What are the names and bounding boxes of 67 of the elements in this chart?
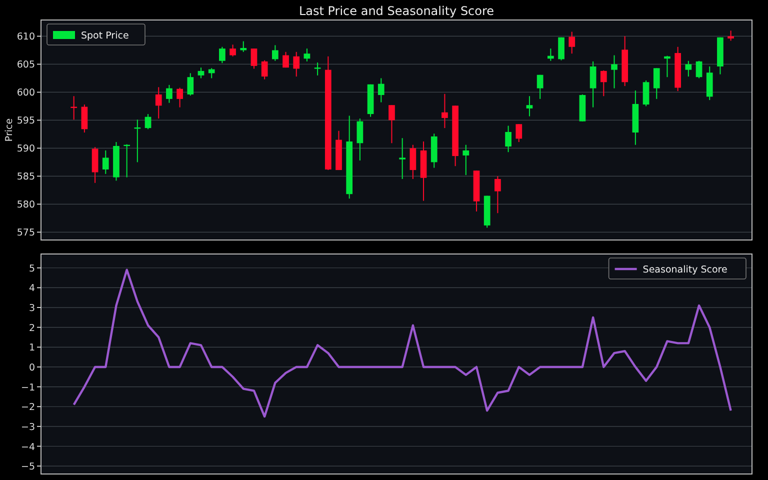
y-tick-label: −4 — [20, 442, 35, 453]
y-tick-label: −3 — [20, 422, 35, 433]
y-tick-label: 1 — [28, 342, 35, 354]
candlestick — [282, 51, 289, 68]
candlestick — [536, 74, 544, 100]
y-tick-label: 585 — [16, 172, 35, 183]
candlestick — [102, 150, 109, 174]
candlestick — [558, 36, 564, 61]
candlestick — [240, 40, 247, 52]
candlestick — [250, 48, 258, 70]
y-tick-label: 595 — [16, 116, 35, 127]
y-tick-label: 4 — [28, 283, 35, 294]
chart-title: Last Price and Seasonality Score — [298, 4, 494, 18]
candlestick — [547, 48, 554, 62]
candlestick — [304, 48, 310, 62]
candlestick — [442, 93, 448, 129]
candlestick — [155, 86, 162, 120]
y-axis-title: Price — [4, 118, 15, 142]
candlestick — [696, 60, 702, 79]
candlestick — [728, 30, 734, 42]
y-tick-label: 580 — [16, 200, 35, 211]
candlestick — [176, 87, 183, 108]
legend-label: Spot Price — [81, 30, 129, 42]
candlestick — [81, 104, 88, 134]
y-tick-label: 590 — [16, 144, 35, 155]
y-tick-label: 5 — [28, 263, 35, 274]
y-tick-label: 0 — [28, 362, 35, 374]
candlestick — [611, 54, 618, 89]
y-tick-label: 600 — [16, 88, 35, 99]
candlestick — [590, 60, 596, 108]
candlestick — [600, 70, 607, 97]
candlestick — [198, 67, 204, 79]
y-tick-label: 605 — [16, 60, 35, 71]
candlestick — [399, 138, 406, 180]
candlestick — [219, 46, 226, 64]
candlestick — [516, 124, 522, 143]
y-tick-label: −5 — [20, 462, 35, 473]
y-tick-label: 3 — [28, 303, 35, 314]
candlestick — [462, 144, 470, 176]
candlestick — [92, 146, 98, 184]
candlestick — [144, 114, 152, 130]
candlestick — [685, 60, 692, 78]
candlestick — [187, 72, 194, 96]
candlestick — [261, 60, 268, 80]
legend-label: Seasonality Score — [642, 264, 728, 276]
candlestick — [568, 31, 576, 54]
y-tick-label: −1 — [20, 382, 35, 394]
candlestick — [272, 44, 278, 62]
y-tick-label: 2 — [28, 322, 35, 334]
candlestick — [293, 51, 300, 78]
candlestick — [505, 125, 512, 153]
candlestick — [356, 118, 364, 162]
candlestick — [410, 144, 416, 180]
candlestick — [494, 176, 501, 214]
candlestick — [526, 96, 533, 117]
candlestick — [314, 62, 321, 76]
y-tick-label: −2 — [20, 402, 35, 414]
candlestick — [208, 68, 215, 79]
candlestick — [642, 80, 650, 107]
candlestick — [664, 55, 670, 78]
candlestick — [230, 44, 236, 57]
candlestick — [653, 68, 660, 100]
y-tick-label: 610 — [16, 32, 35, 43]
candlestick — [388, 104, 395, 144]
y-tick-label: 575 — [16, 228, 35, 239]
candlestick — [166, 84, 172, 104]
candlestick — [378, 78, 384, 103]
